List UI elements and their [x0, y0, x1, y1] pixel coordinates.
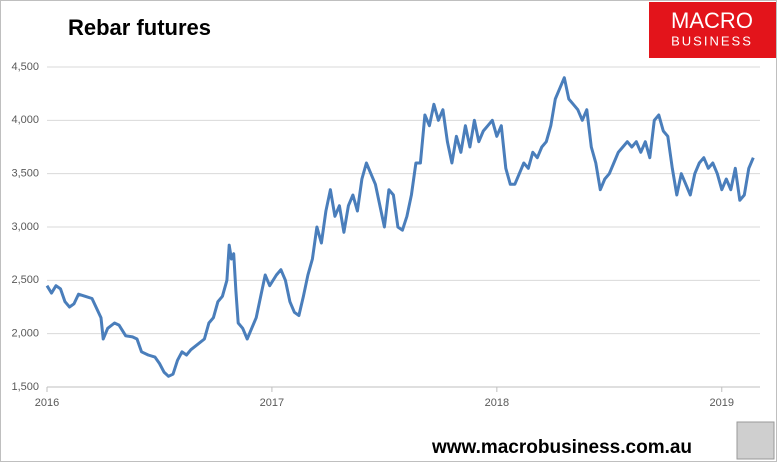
footer-url: www.macrobusiness.com.au [431, 437, 692, 458]
y-tick-label: 3,000 [11, 221, 39, 233]
x-tick-label: 2016 [35, 397, 59, 409]
logo-text: MACRO [671, 8, 753, 33]
x-tick-label: 2017 [260, 397, 284, 409]
logo-icon [736, 421, 775, 460]
y-tick-label: 2,000 [11, 328, 39, 340]
chart-title: Rebar futures [68, 15, 211, 40]
y-tick-label: 4,500 [11, 61, 39, 73]
logo-text: BUSINESS [671, 33, 753, 48]
y-tick-label: 1,500 [11, 381, 39, 393]
line-series [45, 76, 755, 378]
x-tick-label: 2018 [485, 397, 509, 409]
y-tick-label: 3,500 [11, 168, 39, 180]
y-tick-label: 4,000 [11, 114, 39, 126]
y-tick-label: 2,500 [11, 274, 39, 286]
logo-box [649, 2, 776, 58]
x-tick-label: 2019 [710, 397, 734, 409]
